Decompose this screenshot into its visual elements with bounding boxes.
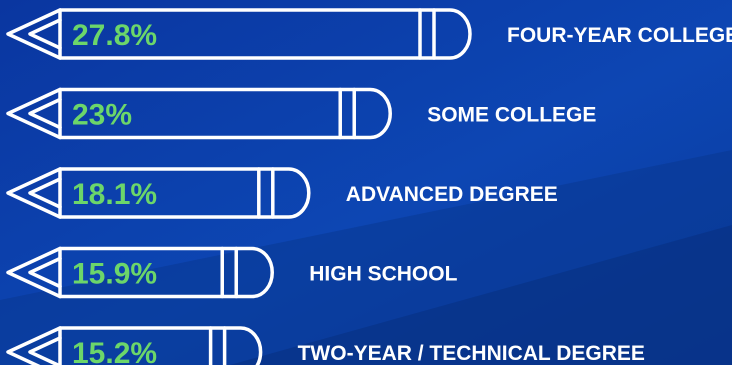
bar [58, 167, 311, 219]
category-label: ADVANCED DEGREE [346, 183, 558, 206]
pencil-tip-lead [28, 18, 62, 50]
data-label: 23% [72, 99, 132, 132]
pencil-tip-lead [28, 336, 62, 365]
bar [58, 246, 274, 299]
bar [58, 8, 472, 60]
data-label: 27.8% [72, 19, 157, 52]
pencil-tip-lead [28, 177, 62, 209]
pencil-tip [6, 167, 62, 219]
pencil-tip [6, 246, 62, 299]
pencil-tip [6, 326, 62, 365]
bar-group: 15.9% HIGH SCHOOL [6, 246, 458, 299]
category-label: FOUR-YEAR COLLEGE [507, 24, 732, 47]
bar [58, 87, 392, 140]
bar-group: 27.8% FOUR-YEAR COLLEGE [6, 8, 732, 60]
pencil-tip-lead [28, 97, 62, 130]
pencil-tip-lead [28, 256, 62, 289]
bar-group: 18.1% ADVANCED DEGREE [6, 167, 558, 219]
category-label: TWO-YEAR / TECHNICAL DEGREE [298, 342, 645, 365]
pencil-tip [6, 87, 62, 140]
data-label: 15.9% [72, 258, 157, 291]
pencil-tip [6, 8, 62, 60]
bar-group: 15.2% TWO-YEAR / TECHNICAL DEGREE [6, 326, 645, 365]
category-label: HIGH SCHOOL [309, 263, 457, 286]
data-label: 15.2% [72, 337, 157, 365]
category-label: SOME COLLEGE [427, 104, 596, 127]
bar [58, 326, 263, 365]
data-label: 18.1% [72, 178, 157, 211]
bar-group: 23% SOME COLLEGE [6, 87, 596, 140]
